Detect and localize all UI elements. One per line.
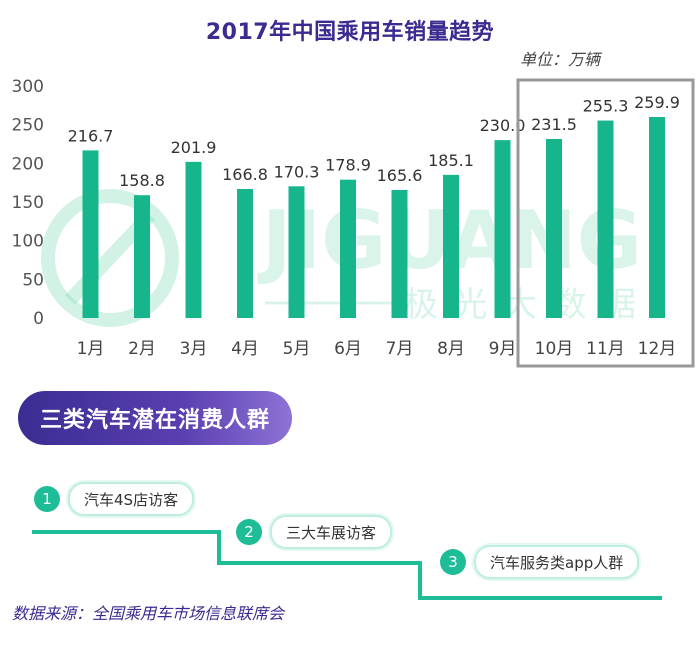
highlight-box-q4 [516,78,695,368]
bar-7月 [391,189,408,318]
value-label: 259.9 [634,93,680,112]
step-number-2: 2 [236,519,262,545]
y-tick-label: 300 [12,77,44,97]
value-label: 158.8 [119,171,165,190]
bar-11月 [597,120,614,319]
x-tick-label: 2月 [128,339,156,359]
x-tick-label: 1月 [77,339,105,359]
x-tick-label: 9月 [489,339,517,359]
step-label-3: 汽车服务类app人群 [474,545,640,579]
bar-8月 [443,174,459,318]
value-label: 255.3 [583,97,629,116]
step-label-1: 汽车4S店访客 [68,482,195,516]
bar-3月 [185,161,202,318]
consumer-group-1: 1 汽车4S店访客 [34,482,195,516]
x-tick-label: 8月 [437,339,465,359]
value-label: 201.9 [171,138,217,157]
value-label: 230.0 [480,116,526,135]
value-label: 185.1 [428,151,474,170]
y-axis: 0 50 100 150 200 250 300 [12,77,44,329]
value-label: 165.6 [377,166,423,185]
unit-label: 单位：万辆 [520,50,601,69]
value-labels: 216.7 158.8 201.9 166.8 170.3 178.9 165.6 185.1… [68,93,680,190]
consumer-group-3: 3 汽车服务类app人群 [440,545,640,579]
bar-4月 [237,189,253,318]
y-tick-label: 50 [22,270,44,290]
bar-9月 [494,140,511,318]
y-tick-label: 150 [12,193,44,213]
x-tick-label: 5月 [283,339,311,359]
x-tick-label: 6月 [334,339,362,359]
x-axis: 1月 2月 3月 4月 5月 6月 7月 8月 9月 10月 11月 12月 [77,339,677,359]
watermark-logo-icon [41,189,179,327]
bar-2月 [134,195,150,318]
bar-12月 [649,117,665,318]
highlight-box [516,78,695,368]
step-number-1: 1 [34,486,60,512]
x-tick-label: 4月 [231,339,259,359]
section-banner: 三类汽车潜在消费人群 [18,391,292,445]
chart-title: 2017年中国乘用车销量趋势 [205,20,495,45]
value-label: 170.3 [274,162,320,181]
consumer-group-2: 2 三大车展访客 [236,515,393,549]
bar-6月 [340,179,356,318]
x-tick-label: 11月 [586,339,625,359]
x-tick-label: 3月 [180,339,208,359]
bar-1月 [82,150,99,318]
y-tick-label: 250 [12,116,44,136]
x-tick-label: 7月 [386,339,414,359]
value-label: 178.9 [325,156,371,175]
x-tick-label: 12月 [638,339,677,359]
value-label: 216.7 [68,126,114,145]
value-label: 166.8 [222,165,268,184]
step-number-3: 3 [440,549,466,575]
y-tick-label: 200 [12,154,44,174]
value-label: 231.5 [531,115,577,134]
x-tick-label: 10月 [535,339,574,359]
bar-10月 [546,138,562,318]
y-tick-label: 100 [12,232,44,252]
data-source: 数据来源：全国乘用车市场信息联席会 [12,604,285,623]
step-label-2: 三大车展访客 [270,515,393,549]
bars [82,117,665,319]
bar-5月 [288,186,305,318]
y-tick-label: 0 [33,309,44,329]
